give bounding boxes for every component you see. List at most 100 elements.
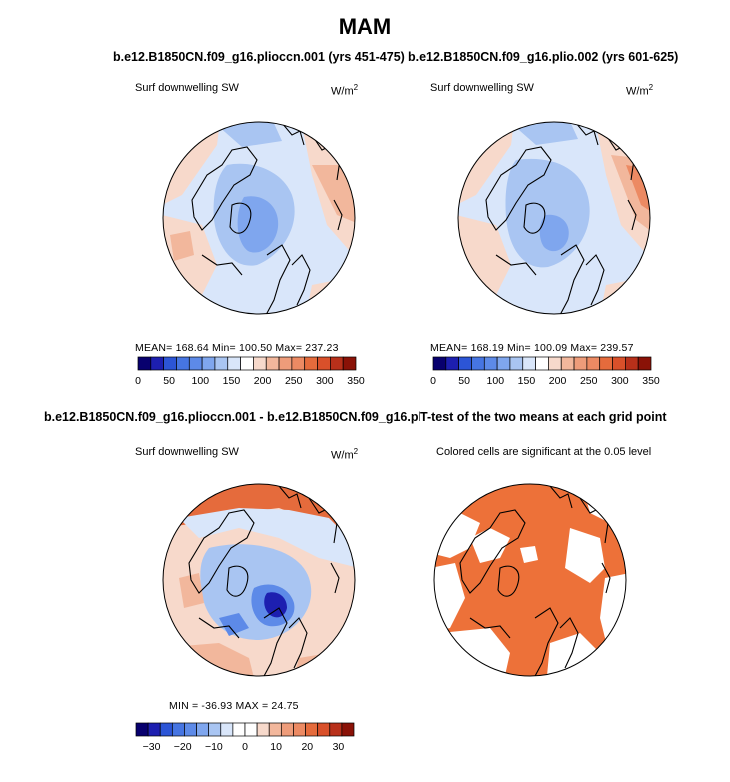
map-border — [162, 121, 356, 315]
panel-2-title: b.e12.B1850CN.f09_g16.plio.002 (yrs 601-… — [408, 50, 679, 64]
panel-3-map — [162, 483, 356, 677]
colorbar-swatch — [278, 356, 293, 371]
colorbar-tick-label: −10 — [205, 741, 223, 753]
panel-2-stats: MEAN= 168.19 Min= 100.09 Max= 239.57 — [430, 342, 634, 354]
panel-4-map — [433, 483, 627, 677]
colorbar-swatch — [184, 722, 197, 737]
panel-3-units: W/m2 — [331, 447, 359, 462]
panel-2-colorbar — [432, 356, 652, 371]
non-significant-area — [545, 633, 600, 676]
field-region-cool — [505, 158, 590, 268]
colorbar-swatch — [612, 356, 626, 371]
colorbar-swatch — [445, 356, 459, 371]
colorbar-swatch — [196, 722, 210, 737]
colorbar-swatch — [253, 356, 267, 371]
colorbar-swatch — [244, 722, 258, 737]
colorbar-tick-label: 350 — [642, 375, 660, 387]
colorbar-swatch — [625, 356, 639, 371]
non-significant-area — [470, 528, 510, 563]
colorbar-swatch — [305, 722, 319, 737]
colorbar-tick-label: 300 — [611, 375, 629, 387]
map-border — [162, 483, 356, 677]
colorbar-swatch — [458, 356, 472, 371]
colorbar-swatch — [291, 356, 306, 371]
panel-2-variable-label: Surf downwelling SW — [430, 82, 534, 94]
non-significant-area — [434, 628, 510, 676]
colorbar-swatch — [256, 722, 270, 737]
colorbar-swatch — [214, 356, 229, 371]
colorbar-tick-label: 10 — [270, 741, 282, 753]
colorbar-tick-label: 350 — [347, 375, 365, 387]
panel-1-units: W/m2 — [331, 83, 359, 98]
colorbar-swatch — [220, 722, 234, 737]
field-region-warmer — [170, 231, 194, 261]
colorbar-swatch — [201, 356, 216, 371]
colorbar-tick-label: 0 — [430, 375, 436, 387]
colorbar-swatch — [150, 356, 164, 371]
colorbar-swatch — [293, 722, 306, 737]
field-region-negative-weak — [179, 508, 355, 568]
colorbar-tick-label: 150 — [518, 375, 536, 387]
panel-4-note: Colored cells are significant at the 0.0… — [436, 446, 652, 458]
field-region-negative-mid — [219, 613, 249, 636]
map-border — [457, 121, 651, 315]
non-significant-area — [565, 528, 605, 583]
panel-1-title: b.e12.B1850CN.f09_g16.plioccn.001 (yrs 4… — [113, 50, 405, 64]
colorbar-swatch — [330, 356, 344, 371]
field-region-cooler — [237, 196, 279, 253]
colorbar-tick-label: −30 — [143, 741, 161, 753]
colorbar-swatch — [208, 722, 222, 737]
colorbar-swatch — [240, 356, 254, 371]
colorbar-swatch — [560, 356, 575, 371]
colorbar-swatch — [496, 356, 511, 371]
colorbar-swatch — [171, 722, 185, 737]
panel-4-title: T-test of the two means at each grid poi… — [420, 410, 667, 424]
colorbar-tick-label: 150 — [223, 375, 241, 387]
panel-3-colorbar-ticks: −30 −20 −10 0 10 20 30 — [143, 741, 345, 753]
colorbar-swatch — [317, 356, 331, 371]
colorbar-tick-label: 250 — [580, 375, 598, 387]
colorbar-tick-label: 100 — [487, 375, 505, 387]
map-border — [433, 483, 627, 677]
colorbar-swatch — [548, 356, 562, 371]
colorbar-tick-label: 50 — [458, 375, 470, 387]
colorbar-tick-label: 20 — [301, 741, 313, 753]
panel-3-stats: MIN = -36.93 MAX = 24.75 — [169, 700, 299, 712]
colorbar-swatch — [432, 356, 447, 371]
panel-2-map — [457, 121, 651, 315]
colorbar-swatch — [135, 722, 149, 737]
colorbar-tick-label: 300 — [316, 375, 334, 387]
colorbar-swatch — [535, 356, 549, 371]
colorbar-swatch — [573, 356, 588, 371]
colorbar-swatch — [471, 356, 485, 371]
colorbar-swatch — [342, 356, 357, 371]
colorbar-tick-label: 250 — [285, 375, 303, 387]
field-region-negative-strong — [264, 592, 287, 618]
colorbar-swatch — [137, 356, 152, 371]
panel-2-colorbar-ticks: 0 50 100 150 200 250 300 350 — [430, 375, 660, 387]
colorbar-swatch — [188, 356, 203, 371]
colorbar-swatch — [280, 722, 294, 737]
colorbar-swatch — [163, 356, 177, 371]
coastlines — [459, 485, 611, 676]
panel-1-map — [162, 121, 356, 315]
colorbar-swatch — [159, 722, 173, 737]
colorbar-swatch — [509, 356, 524, 371]
colorbar-swatch — [483, 356, 498, 371]
panel-1-variable-label: Surf downwelling SW — [135, 82, 239, 94]
colorbar-swatch — [586, 356, 601, 371]
panel-3-title: b.e12.B1850CN.f09_g16.plioccn.001 - b.e1… — [44, 410, 420, 424]
panel-1-colorbar-ticks: 0 50 100 150 200 250 300 350 — [135, 375, 365, 387]
colorbar-swatch — [227, 356, 241, 371]
colorbar-swatch — [522, 356, 536, 371]
colorbar-swatch — [176, 356, 190, 371]
colorbar-swatch — [341, 722, 355, 737]
field-region-positive — [179, 573, 204, 608]
non-significant-area — [520, 546, 538, 563]
colorbar-swatch — [232, 722, 246, 737]
colorbar-swatch — [147, 722, 161, 737]
panel-1-stats: MEAN= 168.64 Min= 100.50 Max= 237.23 — [135, 342, 339, 354]
colorbar-swatch — [329, 722, 343, 737]
colorbar-tick-label: 200 — [254, 375, 272, 387]
colorbar-swatch — [265, 356, 280, 371]
